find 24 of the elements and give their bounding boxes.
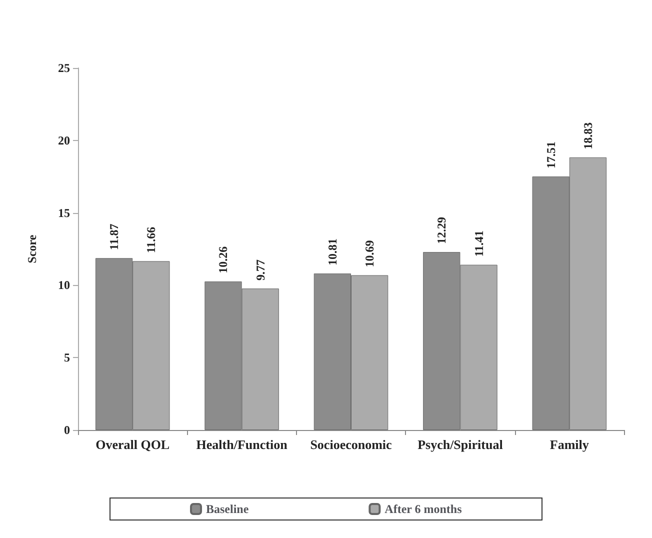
x-tick-label: Family bbox=[550, 437, 590, 452]
x-tick-label: Health/Function bbox=[196, 437, 288, 452]
data-label: 11.66 bbox=[144, 226, 158, 254]
x-tick-label: Psych/Spiritual bbox=[418, 437, 504, 452]
data-label: 10.26 bbox=[216, 246, 230, 274]
data-label: 10.81 bbox=[325, 238, 340, 266]
x-tick-label: Socioeconomic bbox=[310, 437, 392, 452]
data-label: 12.29 bbox=[434, 217, 449, 244]
data-label: 11.41 bbox=[472, 230, 486, 257]
y-tick-label: 10 bbox=[58, 278, 70, 292]
y-tick-label: 20 bbox=[58, 133, 70, 148]
y-tick-label: 5 bbox=[64, 350, 70, 365]
y-axis-title: Score bbox=[25, 234, 39, 264]
x-tick-label: Overall QOL bbox=[96, 437, 170, 452]
y-tick-label: 25 bbox=[58, 61, 70, 75]
y-tick-label: 15 bbox=[58, 206, 70, 220]
data-label: 11.87 bbox=[107, 224, 122, 250]
y-tick-label: 0 bbox=[64, 423, 70, 437]
legend-label: Baseline bbox=[206, 502, 250, 516]
legend-label: After 6 months bbox=[384, 502, 462, 516]
data-label: 17.51 bbox=[544, 141, 558, 168]
data-label: 18.83 bbox=[580, 122, 595, 150]
data-label: 10.69 bbox=[362, 240, 377, 268]
data-label: 9.77 bbox=[253, 260, 268, 281]
